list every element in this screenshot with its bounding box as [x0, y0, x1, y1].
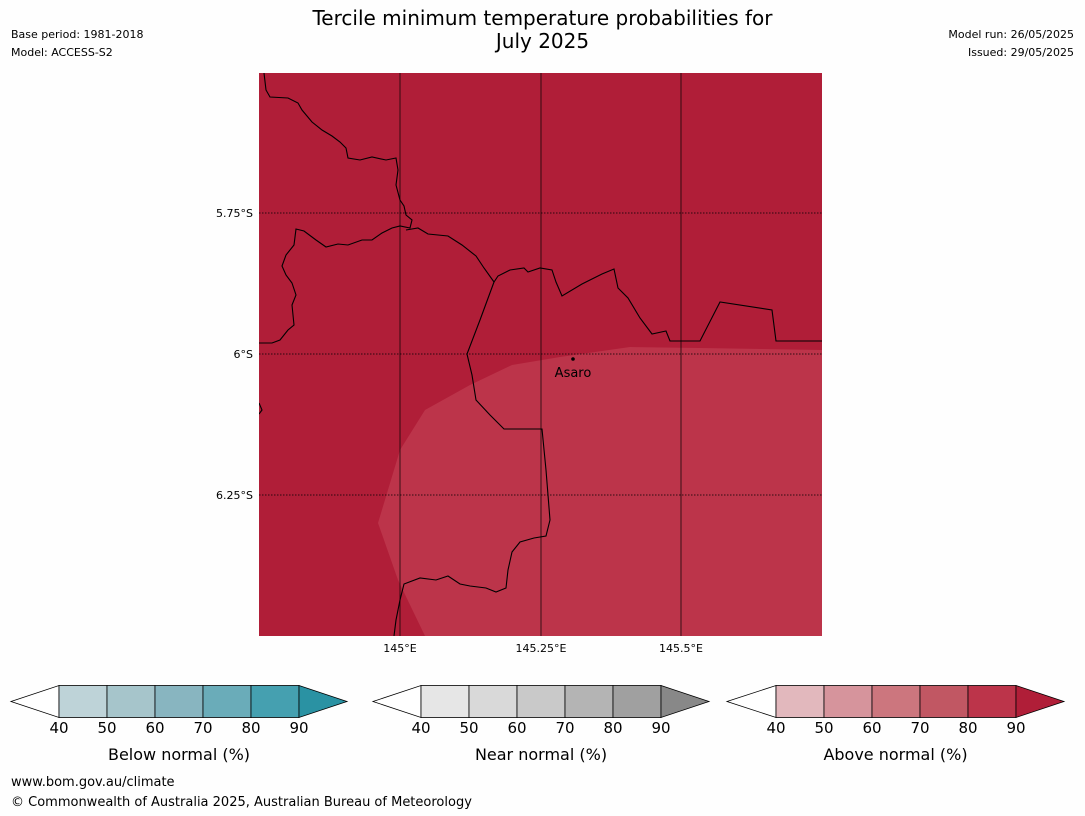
above-colorbar-tick: 40 [766, 719, 786, 737]
below-colorbar-segment [202, 685, 252, 718]
footer-url: www.bom.gov.au/climate [11, 775, 175, 790]
border-central [405, 227, 822, 342]
lat-label-575: 5.75°S [216, 207, 253, 220]
above-colorbar-segment [871, 685, 921, 718]
above-colorbar-segment [775, 685, 825, 718]
above-80-region [378, 347, 822, 636]
below-colorbar [9, 684, 349, 719]
meta-right: Model run: 26/05/2025 Issued: 29/05/2025 [948, 26, 1074, 62]
near-colorbar-segment [468, 685, 518, 718]
near-colorbar-tick: 90 [651, 719, 671, 737]
title-line-2: July 2025 [495, 29, 590, 53]
near-colorbar-tick: 70 [555, 719, 575, 737]
near-colorbar-segment [516, 685, 566, 718]
place-label: Asaro [555, 366, 592, 381]
title-line-1: Tercile minimum temperature probabilitie… [312, 6, 773, 30]
near-colorbar-tick: 40 [411, 719, 431, 737]
near-colorbar [371, 684, 711, 719]
border-south [393, 281, 551, 636]
below-colorbar-tick: 70 [193, 719, 213, 737]
below-colorbar-tick: 90 [289, 719, 309, 737]
graticule [259, 73, 822, 636]
lat-label-625: 6.25°S [216, 489, 253, 502]
model-run: Model run: 26/05/2025 [948, 28, 1074, 41]
above-colorbar-label: Above normal (%) [823, 745, 968, 764]
lat-label-6: 6°S [234, 348, 253, 361]
below-colorbar-tick: 80 [241, 719, 261, 737]
near-colorbar-tick: 60 [507, 719, 527, 737]
province-borders [259, 73, 822, 636]
meta-left: Base period: 1981-2018 Model: ACCESS-S2 [11, 26, 143, 62]
above-colorbar-tick: 50 [814, 719, 834, 737]
below-colorbar-tick: 60 [145, 719, 165, 737]
above-colorbar-tick: 80 [958, 719, 978, 737]
lon-label-1455: 145.5°E [659, 642, 703, 655]
below-colorbar-tick: 50 [97, 719, 117, 737]
near-colorbar-segment [420, 685, 470, 718]
near-colorbar-label: Near normal (%) [474, 745, 608, 764]
above-colorbar-tick: 60 [862, 719, 882, 737]
map: Asaro 5.75°S 6°S 6.25°S 145°E 145.25°E 1… [216, 73, 822, 655]
model-name: Model: ACCESS-S2 [11, 46, 113, 59]
below-colorbar-segment [250, 685, 300, 718]
base-period: Base period: 1981-2018 [11, 28, 144, 41]
near-colorbar-tick: 80 [603, 719, 623, 737]
above-colorbar-tick: 70 [910, 719, 930, 737]
footer-copyright: © Commonwealth of Australia 2025, Austra… [11, 795, 472, 810]
above-colorbar-segment [823, 685, 873, 718]
border-west-edge [259, 402, 263, 415]
near-colorbar-over-arrow [660, 684, 711, 719]
below-colorbar-over-arrow [298, 684, 349, 719]
above-colorbar-tick: 90 [1006, 719, 1026, 737]
lon-label-145: 145°E [383, 642, 416, 655]
above-colorbar-under-arrow [725, 684, 777, 719]
below-colorbar-tick: 40 [49, 719, 69, 737]
below-colorbar-segment [58, 685, 108, 718]
above-colorbar-segment [919, 685, 969, 718]
lon-label-14525: 145.25°E [516, 642, 567, 655]
above-colorbar-over-arrow [1015, 684, 1066, 719]
above-colorbar [725, 684, 1066, 719]
map-title: Tercile minimum temperature probabilitie… [0, 7, 1085, 53]
border-northwest [259, 73, 413, 344]
near-colorbar-segment [564, 685, 614, 718]
near-colorbar-tick: 50 [459, 719, 479, 737]
below-colorbar-label: Below normal (%) [107, 745, 251, 764]
place-marker [571, 357, 575, 361]
issued-date: Issued: 29/05/2025 [967, 46, 1074, 59]
near-colorbar-segment [612, 685, 662, 718]
above-colorbar-segment [967, 685, 1017, 718]
